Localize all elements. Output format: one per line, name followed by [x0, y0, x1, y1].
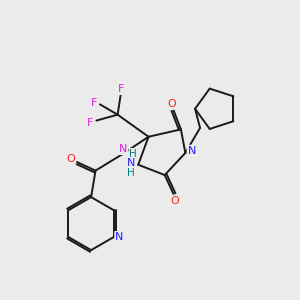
Text: O: O — [67, 154, 76, 164]
Text: F: F — [87, 118, 93, 128]
Text: F: F — [118, 84, 124, 94]
Text: O: O — [171, 196, 179, 206]
Text: N: N — [115, 232, 124, 242]
Text: N: N — [119, 144, 127, 154]
Text: H: H — [127, 168, 135, 178]
Text: N: N — [188, 146, 196, 156]
Text: H: H — [129, 149, 137, 159]
Text: N: N — [127, 158, 135, 168]
Text: F: F — [91, 98, 97, 108]
Text: O: O — [168, 99, 176, 109]
